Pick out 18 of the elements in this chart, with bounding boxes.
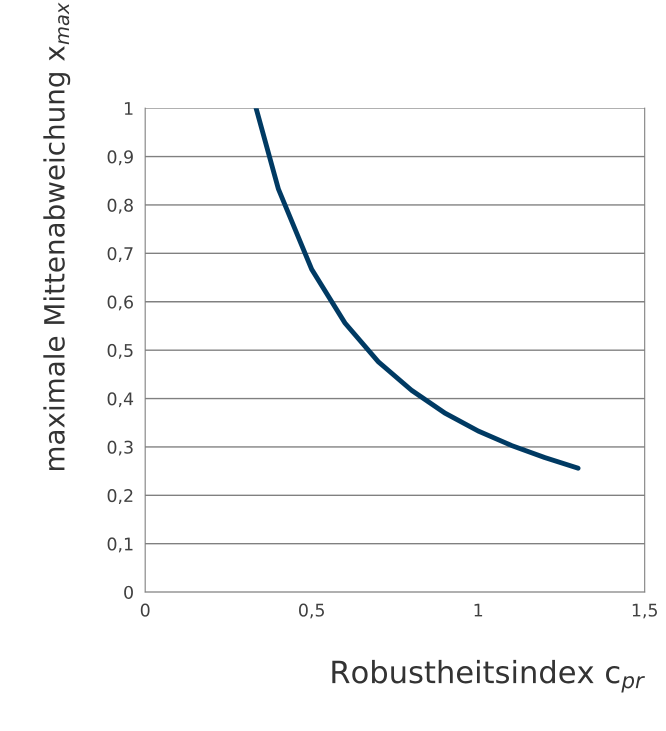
y-tick-label: 0,1	[108, 537, 132, 552]
x-axis-title: Robustheitsindex c$_{pr}$	[332, 660, 645, 693]
y-tick-label: 0,8	[108, 198, 133, 214]
y-tick-label: 1	[124, 102, 132, 115]
x-tick-label: 1,5	[632, 604, 657, 618]
y-tick-label: 0,4	[108, 392, 134, 408]
y-tick-label: 0,6	[108, 295, 133, 310]
y-axis-title: maximale Mittenabweichung x$_{max}$	[43, 2, 70, 470]
x-tick-label: 0,5	[299, 604, 324, 618]
y-tick-label: 0,7	[108, 247, 133, 262]
x-tick-label: 0	[140, 604, 150, 617]
y-tick-label: 0,2	[108, 489, 132, 504]
line-series	[254, 108, 581, 471]
y-tick-label: 0,3	[108, 440, 133, 456]
x-tick-label: 1	[474, 604, 482, 616]
y-tick-label: 0,9	[108, 150, 133, 166]
y-tick-label: 0,5	[108, 344, 133, 359]
y-tick-label: 0	[124, 586, 133, 599]
